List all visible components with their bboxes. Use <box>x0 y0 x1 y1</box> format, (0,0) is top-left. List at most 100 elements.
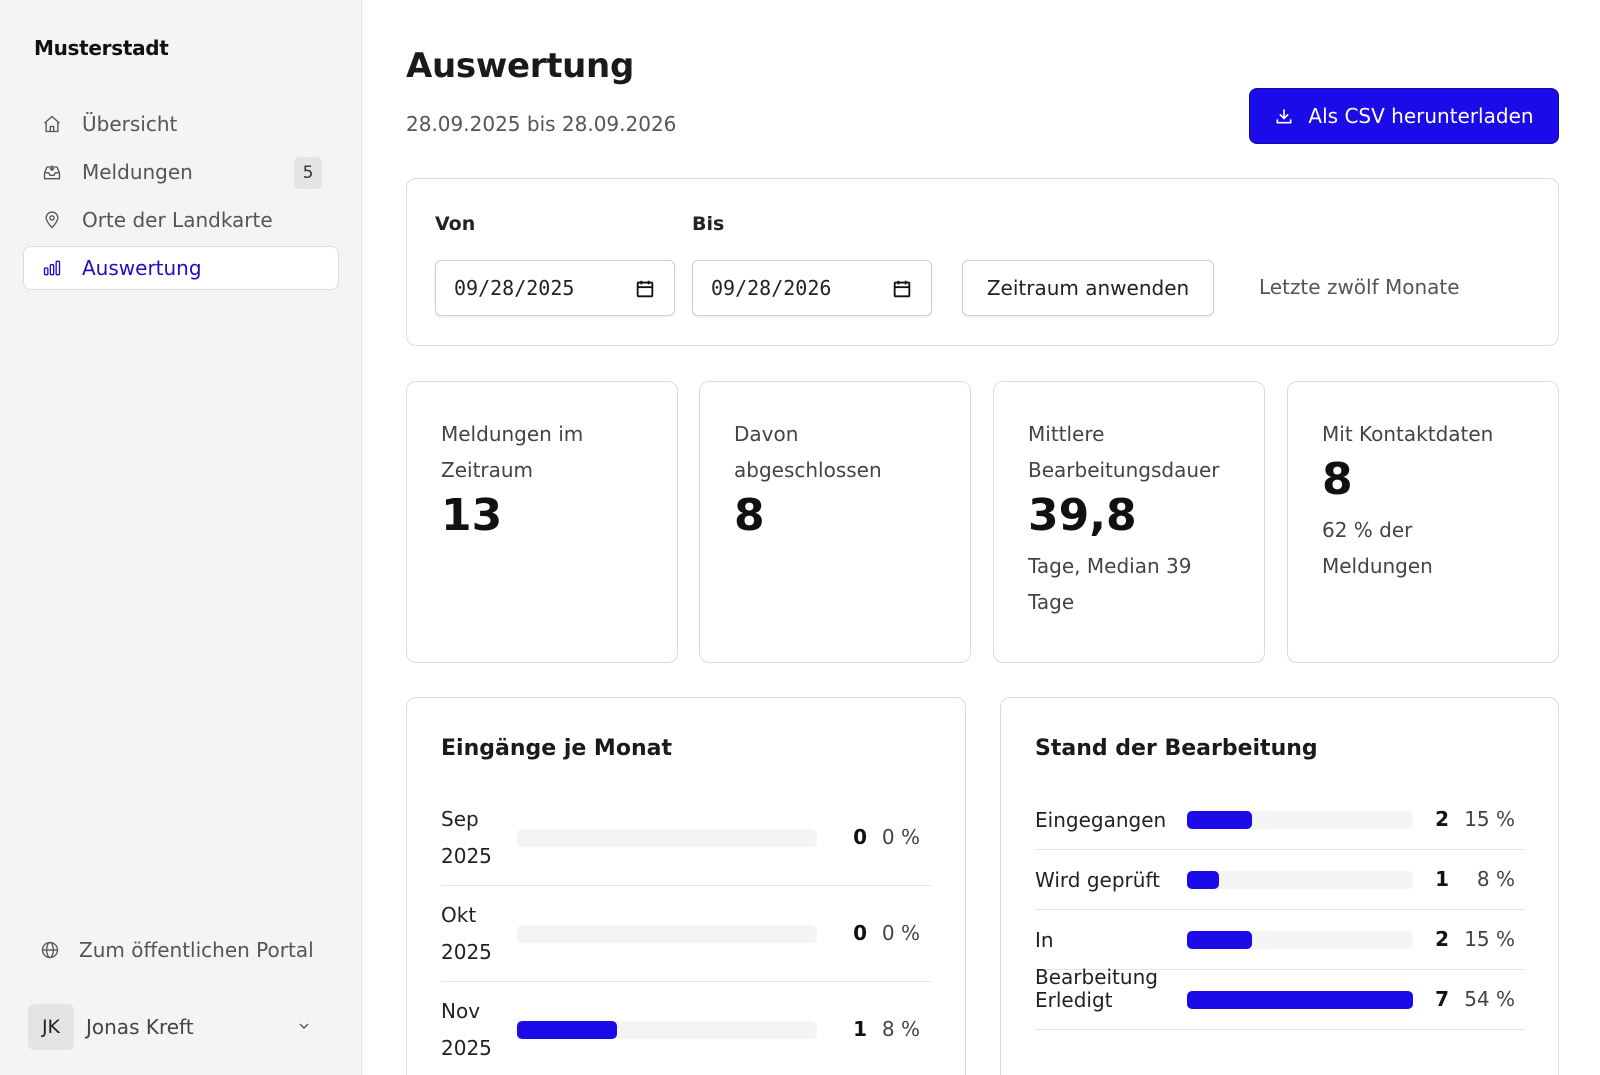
csv-download-label: Als CSV herunterladen <box>1308 104 1534 128</box>
bar-fill <box>1187 931 1252 949</box>
status-rows: Eingegangen 2 15 % Wird geprüft 1 8 % In Bearb… <box>1035 790 1525 1030</box>
from-date-value: 09/28/2025 <box>454 276 575 300</box>
bar-fill <box>1187 991 1413 1009</box>
row-count: 7 <box>1435 987 1449 1011</box>
bar-fill <box>517 1021 617 1039</box>
sidebar-item-orte[interactable]: Orte der Landkarte <box>23 198 339 242</box>
stat-card-completed: Davon abgeschlossen 8 <box>699 381 971 663</box>
stat-label: Mittlere Bearbeitungsdauer <box>1028 422 1220 482</box>
stat-value: 39,8 <box>1028 490 1137 541</box>
stat-label: Meldungen im Zeitraum <box>441 422 584 482</box>
row-label: Eingegangen <box>1035 807 1167 832</box>
row-percent: 0 % <box>881 921 920 945</box>
last-twelve-months-link[interactable]: Letzte zwölf Monate <box>1259 275 1460 299</box>
row-label: Okt 2025 <box>441 903 492 964</box>
stat-card-contact: Mit Kontaktdaten 8 62 % der Meldungen <box>1287 381 1559 663</box>
bar-track <box>517 829 817 847</box>
status-panel: Stand der Bearbeitung Eingegangen 2 15 % Wi… <box>1000 697 1559 1075</box>
bar-track <box>517 1021 817 1039</box>
sidebar-item-label: Übersicht <box>82 112 178 136</box>
stat-card-duration: Mittlere Bearbeitungsdauer 39,8 Tage, Me… <box>993 381 1265 663</box>
list-item: Wird geprüft 1 8 % <box>1035 850 1525 910</box>
sidebar-item-label: Orte der Landkarte <box>82 208 273 232</box>
public-portal-link[interactable]: Zum öffentlichen Portal <box>40 938 314 962</box>
row-count: 2 <box>1435 927 1449 951</box>
avatar: JK <box>28 1004 74 1050</box>
home-icon <box>41 113 63 135</box>
monthly-panel: Eingänge je Monat Sep 2025 0 0 % Okt 2025 0 0… <box>406 697 966 1075</box>
stat-label: Mit Kontaktdaten <box>1322 422 1494 446</box>
main-content: Auswertung 28.09.2025 bis 28.09.2026 Als… <box>362 0 1600 1075</box>
filter-card: Von Bis 09/28/2025 09/28/2026 Zeitraum a… <box>406 178 1559 346</box>
stat-value: 13 <box>441 490 503 541</box>
to-label: Bis <box>692 213 725 235</box>
user-menu[interactable]: JK Jonas Kreft <box>28 1004 324 1050</box>
row-percent: 8 % <box>1476 867 1515 891</box>
row-count: 2 <box>1435 807 1449 831</box>
row-count: 1 <box>853 1017 867 1041</box>
row-label: Nov 2025 <box>441 999 492 1060</box>
panel-title: Eingänge je Monat <box>441 736 672 761</box>
to-date-value: 09/28/2026 <box>711 276 832 300</box>
monthly-rows: Sep 2025 0 0 % Okt 2025 0 0 % Nov 2025 1 8 % <box>441 790 931 1075</box>
public-portal-label: Zum öffentlichen Portal <box>79 938 314 962</box>
row-count: 0 <box>853 825 867 849</box>
bar-fill <box>1187 811 1252 829</box>
row-percent: 54 % <box>1464 987 1515 1011</box>
count-badge: 5 <box>294 157 322 189</box>
row-label: Wird geprüft <box>1035 867 1160 892</box>
bar-chart-icon <box>41 257 63 279</box>
list-item: Erledigt 7 54 % <box>1035 970 1525 1030</box>
csv-download-button[interactable]: Als CSV herunterladen <box>1249 88 1559 144</box>
row-label: In Bearbeitung <box>1035 927 1158 989</box>
bar-track <box>1187 811 1413 829</box>
globe-icon <box>41 941 59 959</box>
bar-track <box>1187 931 1413 949</box>
map-pin-icon <box>41 209 63 231</box>
row-count: 0 <box>853 921 867 945</box>
row-percent: 8 % <box>881 1017 920 1041</box>
bar-fill <box>1187 871 1220 889</box>
row-percent: 15 % <box>1464 927 1515 951</box>
stat-card-reports: Meldungen im Zeitraum 13 <box>406 381 678 663</box>
user-name: Jonas Kreft <box>86 1015 194 1039</box>
sidebar-item-uebersicht[interactable]: Übersicht <box>23 102 339 146</box>
date-range-text: 28.09.2025 bis 28.09.2026 <box>406 112 677 136</box>
calendar-icon[interactable] <box>891 278 913 300</box>
stat-sub: 62 % der Meldungen <box>1322 518 1433 578</box>
row-label: Sep 2025 <box>441 807 492 868</box>
bar-track <box>1187 871 1413 889</box>
list-item: Nov 2025 1 8 % <box>441 982 931 1075</box>
from-label: Von <box>435 213 476 235</box>
row-count: 1 <box>1435 867 1449 891</box>
chevron-down-icon <box>296 1018 312 1034</box>
sidebar-item-label: Auswertung <box>82 256 202 280</box>
from-date-input[interactable]: 09/28/2025 <box>435 260 675 316</box>
brand-name: Musterstadt <box>34 36 169 60</box>
inbox-icon <box>41 161 63 183</box>
list-item: Okt 2025 0 0 % <box>441 886 931 982</box>
list-item: Eingegangen 2 15 % <box>1035 790 1525 850</box>
page-title: Auswertung <box>406 46 634 86</box>
list-item: Sep 2025 0 0 % <box>441 790 931 886</box>
sidebar-item-label: Meldungen <box>82 160 193 184</box>
sidebar-item-meldungen[interactable]: Meldungen 5 <box>23 150 339 194</box>
bar-track <box>517 925 817 943</box>
row-percent: 15 % <box>1464 807 1515 831</box>
list-item: In Bearbeitung 2 15 % <box>1035 910 1525 989</box>
apply-period-button[interactable]: Zeitraum anwenden <box>962 260 1214 316</box>
calendar-icon[interactable] <box>634 278 656 300</box>
sidebar: Musterstadt Übersicht Meldungen 5 Orte d… <box>0 0 362 1075</box>
stat-value: 8 <box>1322 454 1353 505</box>
stat-value: 8 <box>734 490 765 541</box>
row-label: Erledigt <box>1035 987 1113 1012</box>
download-icon <box>1276 109 1292 124</box>
row-percent: 0 % <box>881 825 920 849</box>
to-date-input[interactable]: 09/28/2026 <box>692 260 932 316</box>
sidebar-nav: Übersicht Meldungen 5 Orte der Landkarte… <box>23 102 339 294</box>
panel-title: Stand der Bearbeitung <box>1035 736 1318 761</box>
stat-label: Davon abgeschlossen <box>734 422 882 482</box>
bar-track <box>1187 991 1413 1009</box>
stat-sub: Tage, Median 39 Tage <box>1028 554 1192 614</box>
sidebar-item-auswertung[interactable]: Auswertung <box>23 246 339 290</box>
